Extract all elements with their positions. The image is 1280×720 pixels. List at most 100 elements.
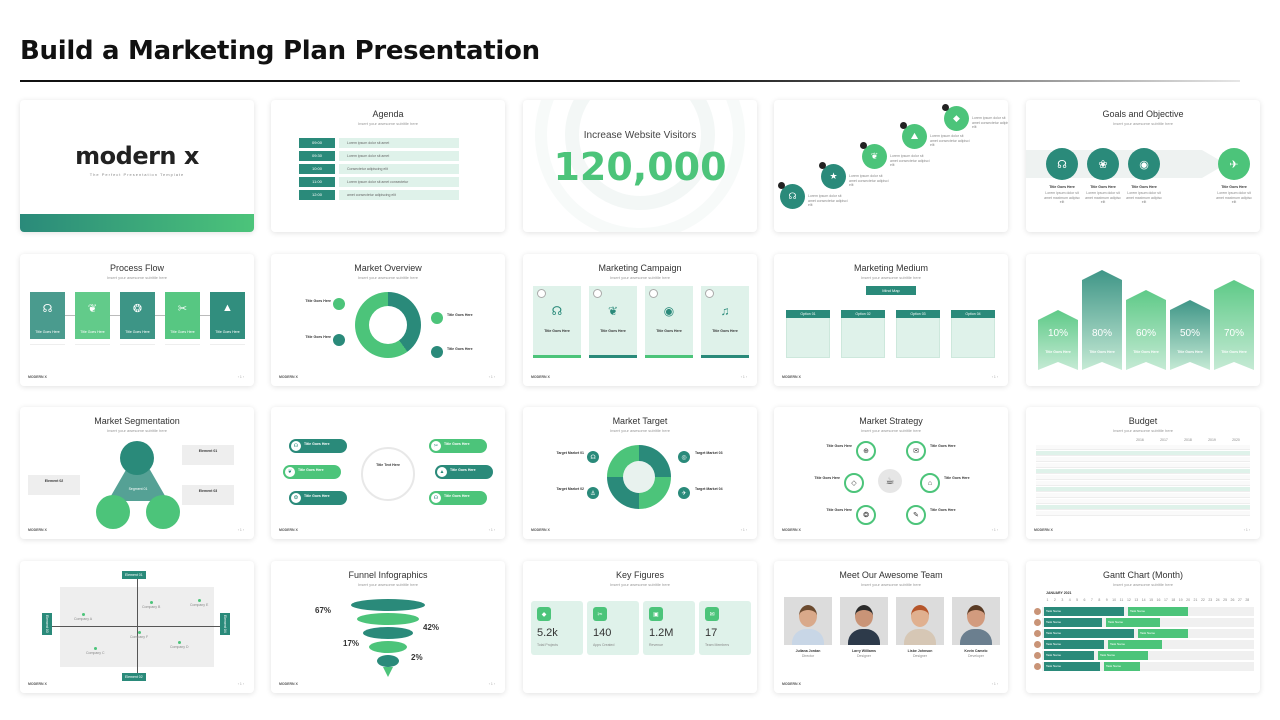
quadrant-axis-label: Element 03 bbox=[42, 613, 52, 635]
page-nav[interactable]: ‹ 1 › bbox=[991, 528, 998, 532]
gantt-day: 4 bbox=[1068, 598, 1071, 602]
page-nav[interactable]: ‹ 1 › bbox=[488, 682, 495, 686]
gantt-bar: Task Name bbox=[1044, 662, 1100, 671]
slide-funnel[interactable]: Funnel Infographics Insert your awesome s… bbox=[271, 561, 505, 693]
team-avatar-head bbox=[855, 605, 873, 627]
overview-label: Title Goes Here bbox=[305, 335, 331, 339]
campaign-icon: ♫ bbox=[720, 304, 730, 318]
gantt-day: 16 bbox=[1156, 598, 1161, 602]
arrow-bar bbox=[1038, 310, 1078, 370]
page-nav[interactable]: ‹ 1 › bbox=[237, 375, 244, 379]
budget-year: 2018 bbox=[1184, 438, 1192, 442]
footer-logo: MODERN X bbox=[279, 528, 298, 532]
agenda-time: 12:00 bbox=[299, 190, 335, 200]
page-nav[interactable]: ‹ 1 › bbox=[488, 528, 495, 532]
gantt-day: 9 bbox=[1105, 598, 1108, 602]
company-dot bbox=[150, 601, 153, 604]
page-nav[interactable]: ‹ 1 › bbox=[237, 682, 244, 686]
slide-title: Market Overview bbox=[354, 263, 422, 273]
footer-logo: MODERN X bbox=[782, 375, 801, 379]
process-icon: ❂ bbox=[132, 303, 143, 315]
agenda-text: Lorem ipsum dolor sit amet bbox=[339, 151, 459, 161]
arrow-label: Title Goes Here bbox=[1133, 350, 1159, 354]
process-label: Title Goes Here bbox=[35, 330, 60, 334]
company-dot bbox=[178, 641, 181, 644]
goal-label: Title Goes Here bbox=[1221, 185, 1247, 189]
figure-label: Apps Created bbox=[593, 643, 615, 647]
company-label: Company A bbox=[74, 617, 93, 621]
gantt-day: 3 bbox=[1061, 598, 1064, 602]
page-nav[interactable]: ‹ 1 › bbox=[740, 528, 747, 532]
goal-desc: Lorem ipsum dolor sit amet maximum adipi… bbox=[1126, 191, 1162, 204]
goal-label: Title Goes Here bbox=[1049, 185, 1075, 189]
slide-strategy[interactable]: Market Strategy Insert your awesome subti… bbox=[774, 407, 1008, 539]
slide-goals[interactable]: Goals and Objective Insert your awesome s… bbox=[1026, 100, 1260, 232]
slide-title: Process Flow bbox=[109, 263, 164, 273]
target-icon: ⚓ bbox=[587, 487, 599, 499]
agenda-text: Lorem ipsum dolor sit amet consectetur bbox=[339, 177, 459, 187]
funnel-layer bbox=[369, 641, 407, 653]
pill bbox=[429, 439, 487, 453]
medium-button[interactable]: Mind Map bbox=[866, 286, 916, 295]
gantt-day: 17 bbox=[1163, 598, 1168, 602]
slide-team[interactable]: Meet Our Awesome Team Insert your awesome… bbox=[774, 561, 1008, 693]
gantt-bar: Task Name bbox=[1044, 651, 1094, 660]
budget-row bbox=[1036, 481, 1250, 486]
goal-desc: Lorem ipsum dolor sit amet maximum adipi… bbox=[1085, 191, 1121, 204]
pill bbox=[283, 465, 341, 479]
slide-arrows[interactable]: 10% Title Goes Here 80% Title Goes Here 60% T… bbox=[1026, 254, 1260, 386]
strategy-node: ❂ bbox=[856, 505, 876, 525]
figure-icon: ✂ bbox=[593, 607, 607, 621]
page-nav[interactable]: ‹ 1 › bbox=[740, 375, 747, 379]
page-nav[interactable]: ‹ 1 › bbox=[991, 682, 998, 686]
page-nav[interactable]: ‹ 1 › bbox=[488, 375, 495, 379]
slide-cover[interactable]: modern x The Perfect Presentation Templat… bbox=[20, 100, 254, 232]
slide-figures[interactable]: Key Figures Insert your awesome subtitle … bbox=[523, 561, 757, 693]
segment-label: Element 01 bbox=[198, 449, 218, 453]
campaign-plus bbox=[649, 289, 658, 298]
slide-quadrant[interactable]: Element 01 Element 02 Element 03 Element 04… bbox=[20, 561, 254, 693]
target-hole bbox=[623, 461, 655, 493]
campaign-label: Title Goes Here bbox=[656, 329, 682, 333]
team-name: Larry Williams bbox=[852, 649, 876, 653]
page-nav[interactable]: ‹ 1 › bbox=[991, 375, 998, 379]
gantt-day: 15 bbox=[1149, 598, 1154, 602]
gantt-day: 20 bbox=[1186, 598, 1191, 602]
budget-row bbox=[1036, 487, 1250, 492]
goal-label: Title Goes Here bbox=[1131, 185, 1157, 189]
arrow-bar bbox=[1214, 280, 1254, 370]
slide-steps[interactable]: ☊ Lorem ipsum dolor sit amet consectetur … bbox=[774, 100, 1008, 232]
step-text: Lorem ipsum dolor sit amet consectetur a… bbox=[808, 194, 848, 207]
medium-option: Option 02 bbox=[841, 310, 885, 318]
process-label: Title Goes Here bbox=[80, 330, 105, 334]
slide-segmentation[interactable]: Market Segmentation Insert your awesome s… bbox=[20, 407, 254, 539]
slide-visitors[interactable]: Increase Website Visitors 120,000 bbox=[523, 100, 757, 232]
campaign-plus bbox=[705, 289, 714, 298]
gantt-day: 25 bbox=[1223, 598, 1228, 602]
slide-subtitle: Insert your awesome subtitle here bbox=[1112, 121, 1174, 126]
slide-title: Agenda bbox=[372, 109, 404, 119]
slide-gantt[interactable]: Gantt Chart (Month) Insert your awesome s… bbox=[1026, 561, 1260, 693]
gantt-day: 6 bbox=[1083, 598, 1086, 602]
slide-market-overview[interactable]: Market Overview Insert your awesome subti… bbox=[271, 254, 505, 386]
slide-budget[interactable]: Budget Insert your awesome subtitle here 2… bbox=[1026, 407, 1260, 539]
slide-pills[interactable]: Title Text Here ☊ Title Goes Here ❦ Title Go… bbox=[271, 407, 505, 539]
slide-agenda[interactable]: Agenda Insert your awesome subtitle here 0… bbox=[271, 100, 505, 232]
page-nav[interactable]: ‹ 1 › bbox=[237, 528, 244, 532]
goal-icon: ❀ bbox=[1087, 148, 1119, 180]
budget-row bbox=[1036, 475, 1250, 480]
team-avatar-head bbox=[911, 605, 929, 627]
team-avatar-body bbox=[960, 629, 992, 645]
slide-target[interactable]: Market Target Insert your awesome subtitl… bbox=[523, 407, 757, 539]
slide-subtitle: Insert your awesome subtitle here bbox=[860, 275, 922, 280]
slide-campaign[interactable]: Marketing Campaign Insert your awesome su… bbox=[523, 254, 757, 386]
slide-process[interactable]: Process Flow Insert your awesome subtitle… bbox=[20, 254, 254, 386]
slide-title: Market Segmentation bbox=[94, 416, 180, 426]
slide-medium[interactable]: Marketing Medium Insert your awesome subt… bbox=[774, 254, 1008, 386]
venn-center-label: Segment 01 bbox=[128, 487, 148, 491]
strategy-node: ✉ bbox=[906, 441, 926, 461]
arrow-label: Title Goes Here bbox=[1045, 350, 1071, 354]
team-role: Developer bbox=[968, 654, 984, 658]
process-box bbox=[165, 292, 200, 339]
page-nav[interactable]: ‹ 1 › bbox=[1243, 528, 1250, 532]
